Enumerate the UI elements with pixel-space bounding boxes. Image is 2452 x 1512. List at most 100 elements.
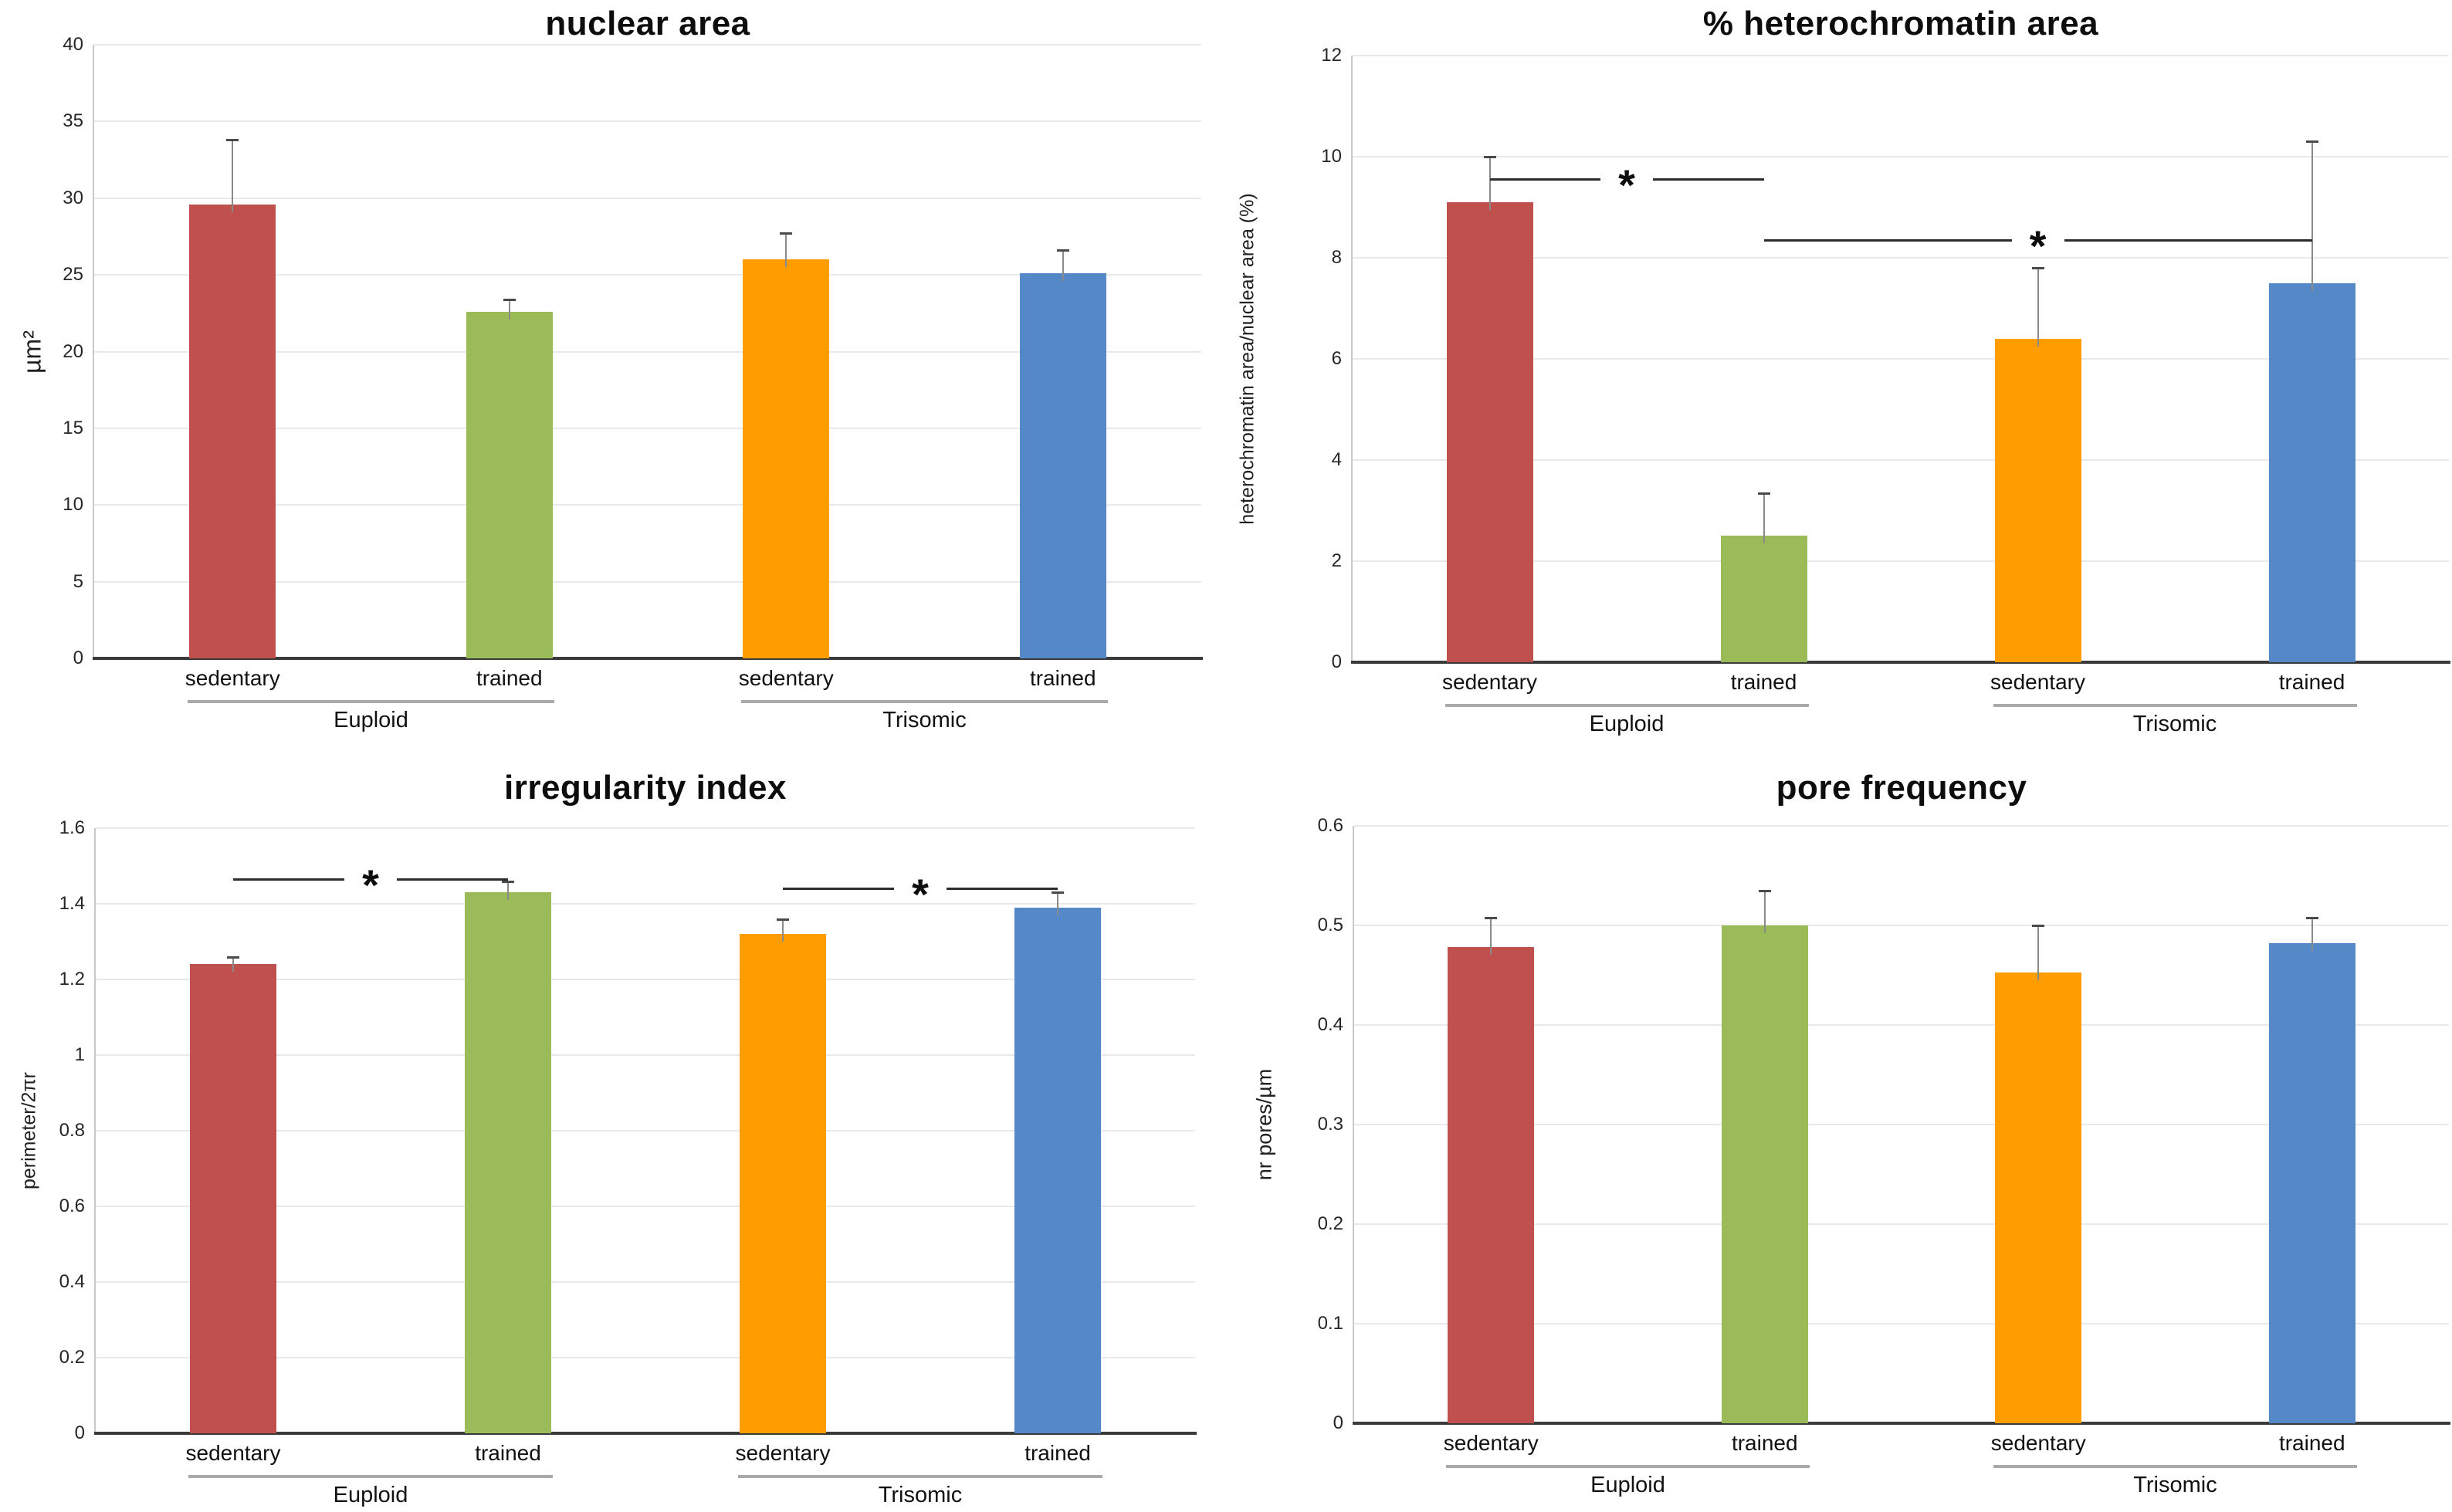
bar-trisomic-sedentary	[740, 934, 826, 1433]
gridline	[94, 197, 1201, 199]
error-bar-cap	[1052, 891, 1064, 895]
gridline	[1354, 1223, 2449, 1225]
bar-trisomic-trained	[1014, 907, 1101, 1433]
gridline	[96, 827, 1195, 829]
error-bar-cap	[2305, 140, 2318, 144]
error-bar-cap	[227, 956, 239, 959]
category-label: sedentary	[185, 1441, 281, 1465]
group-underline	[188, 1475, 553, 1478]
gridline	[94, 580, 1201, 583]
group-label: Euploid	[1589, 712, 1665, 736]
group-underline	[741, 700, 1108, 703]
y-tick-label: 0	[74, 1422, 85, 1443]
gridline	[1353, 257, 2449, 259]
group-label: Trisomic	[2132, 712, 2217, 736]
significance-line	[947, 888, 1058, 891]
error-bar	[507, 881, 509, 901]
y-axis-line	[94, 828, 96, 1433]
bar-euploid-trained	[465, 892, 551, 1433]
y-tick-label: 25	[63, 264, 83, 286]
gridline	[94, 350, 1201, 353]
gridline	[94, 274, 1201, 276]
significance-line	[783, 888, 894, 891]
gridline	[96, 1281, 1195, 1283]
significance-line	[1763, 239, 2012, 242]
group-underline	[1993, 1465, 2357, 1468]
gridline	[1354, 1323, 2449, 1324]
error-bar-cap	[1758, 889, 1771, 892]
error-bar-cap	[780, 232, 793, 235]
y-tick-label: 40	[63, 34, 83, 55]
error-bar-cap	[1056, 249, 1069, 252]
group-label: Trisomic	[2133, 1473, 2217, 1497]
error-bar-cap	[2032, 925, 2045, 927]
gridline	[1353, 459, 2449, 461]
error-bar-cap	[2031, 267, 2044, 270]
error-bar	[232, 956, 234, 972]
significance-line	[1653, 178, 1764, 181]
category-label: trained	[1731, 1431, 1798, 1455]
y-tick-label: 0.1	[1317, 1313, 1343, 1334]
chart-title-nuclear-area: nuclear area	[545, 5, 750, 42]
group-underline	[1446, 1465, 1810, 1468]
y-tick-label: 4	[1331, 449, 1342, 470]
significance-line	[397, 878, 508, 881]
category-label: trained	[1730, 670, 1797, 694]
chart-panel-irregularity-index: irregularity index perimeter/2πr 0 0.2 0.4…	[0, 756, 1226, 1512]
y-axis-line	[1351, 56, 1353, 662]
y-tick-label: 8	[1331, 247, 1342, 268]
y-tick-label: 0.6	[59, 1196, 85, 1216]
group-label: Euploid	[1590, 1473, 1665, 1497]
error-bar	[1763, 492, 1765, 544]
chart-title-irregularity-index: irregularity index	[503, 769, 787, 807]
group-label: Trisomic	[878, 1483, 963, 1507]
gridline	[96, 903, 1195, 905]
group-underline	[1993, 704, 2357, 707]
gridline	[96, 1054, 1195, 1056]
category-label: sedentary	[185, 666, 280, 690]
x-axis-line	[1351, 661, 2450, 664]
group-label: Euploid	[334, 708, 408, 732]
significance-star: *	[1618, 161, 1635, 210]
error-bar	[508, 299, 510, 320]
chart-panel-heterochromatin-area: % heterochromatin area heterochromatin a…	[1226, 0, 2452, 756]
category-label: trained	[2278, 670, 2345, 694]
significance-line	[233, 878, 344, 881]
bar-euploid-trained	[1721, 925, 1808, 1423]
significance-star: *	[2029, 222, 2047, 271]
gridline	[1354, 925, 2449, 926]
error-bar-cap	[1757, 492, 1770, 495]
error-bar	[1488, 157, 1491, 210]
error-bar	[785, 233, 787, 268]
x-axis-line	[94, 1432, 1197, 1435]
error-bar-cap	[2305, 916, 2318, 919]
plot-area-nuclear-area: 0 5 10 15 20 25 30 35 40 sedentary trained sedentar…	[0, 0, 1226, 756]
y-tick-label: 10	[1321, 146, 1342, 167]
significance-star: *	[362, 861, 379, 910]
y-tick-label: 0.6	[1317, 815, 1343, 836]
y-tick-label: 5	[73, 570, 83, 592]
gridline	[96, 1130, 1195, 1131]
chart-panel-nuclear-area: nuclear area µm² 0 5 10 15 20 25 30 35 40 sedenta…	[0, 0, 1226, 756]
gridline	[96, 1206, 1195, 1207]
x-axis-line	[93, 657, 1203, 660]
y-tick-label: 0.8	[59, 1120, 85, 1141]
error-bar-cap	[1485, 916, 1498, 919]
bar-trisomic-trained	[1019, 273, 1106, 658]
error-bar-cap	[226, 139, 239, 142]
bar-trisomic-trained	[2268, 943, 2355, 1423]
chart-panel-pore-frequency: pore frequency nr pores/µm 0 0.1 0.2 0.3 0.4…	[1226, 756, 2452, 1512]
y-tick-label: 0.4	[59, 1271, 85, 1292]
error-bar-cap	[1483, 156, 1496, 158]
category-label: sedentary	[735, 1441, 831, 1465]
gridline	[94, 504, 1201, 506]
bar-euploid-trained	[466, 311, 553, 658]
category-label: sedentary	[1443, 1431, 1539, 1455]
y-tick-label: 1.4	[59, 893, 85, 914]
error-bar	[782, 918, 784, 942]
bar-trisomic-sedentary	[1995, 972, 2082, 1423]
error-bar	[1763, 890, 1766, 933]
gridline	[1354, 1124, 2449, 1125]
category-label: sedentary	[738, 666, 834, 690]
bar-trisomic-sedentary	[743, 259, 830, 658]
